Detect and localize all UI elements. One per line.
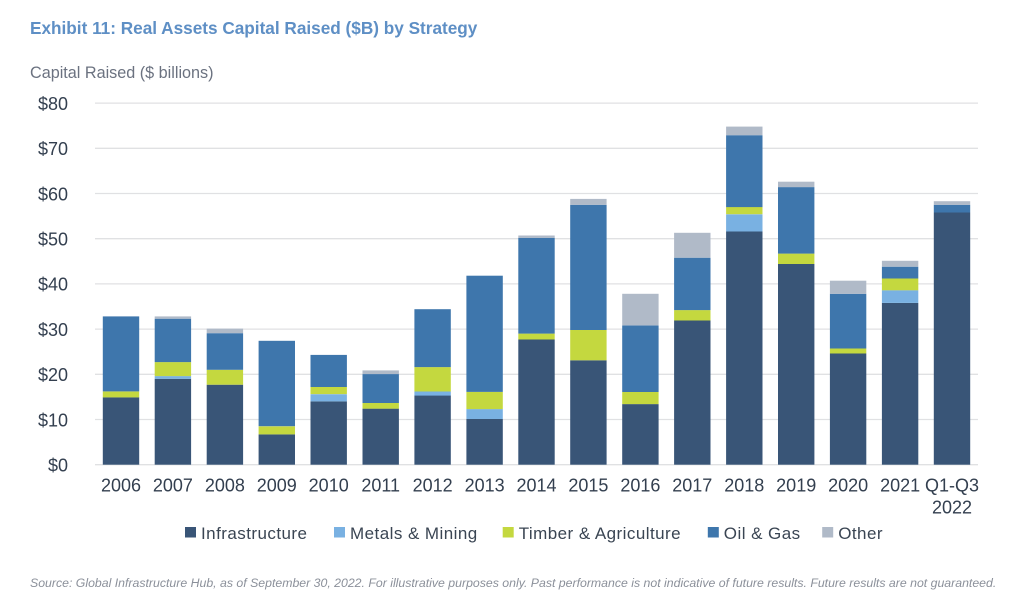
svg-text:2012: 2012 <box>413 476 453 496</box>
svg-text:Other: Other <box>838 524 883 543</box>
svg-text:$10: $10 <box>38 410 68 430</box>
svg-text:2018: 2018 <box>724 476 764 496</box>
svg-text:2011: 2011 <box>361 476 400 496</box>
svg-text:2019: 2019 <box>776 476 816 496</box>
svg-text:$70: $70 <box>38 139 68 159</box>
svg-text:Q1-Q3: Q1-Q3 <box>925 476 979 496</box>
svg-text:2022: 2022 <box>932 498 972 518</box>
svg-text:Metals & Mining: Metals & Mining <box>350 524 478 543</box>
svg-text:2014: 2014 <box>516 476 556 496</box>
svg-text:2021: 2021 <box>880 476 920 496</box>
svg-text:2015: 2015 <box>568 476 608 496</box>
svg-text:Oil & Gas: Oil & Gas <box>724 524 801 543</box>
svg-text:Timber & Agriculture: Timber & Agriculture <box>519 524 681 543</box>
svg-text:2010: 2010 <box>309 476 349 496</box>
svg-text:2020: 2020 <box>828 476 868 496</box>
svg-text:$20: $20 <box>38 365 68 385</box>
svg-text:$30: $30 <box>38 320 68 340</box>
svg-text:Infrastructure: Infrastructure <box>201 524 307 543</box>
svg-text:$50: $50 <box>38 230 68 250</box>
svg-text:$80: $80 <box>38 94 68 114</box>
svg-text:2007: 2007 <box>153 476 193 496</box>
svg-text:2013: 2013 <box>465 476 505 496</box>
svg-text:2017: 2017 <box>672 476 712 496</box>
svg-text:2008: 2008 <box>205 476 245 496</box>
svg-text:2006: 2006 <box>101 476 141 496</box>
svg-text:$40: $40 <box>38 275 68 295</box>
svg-text:2009: 2009 <box>257 476 297 496</box>
svg-text:$60: $60 <box>38 184 68 204</box>
svg-text:$0: $0 <box>48 456 68 476</box>
svg-text:2016: 2016 <box>620 476 660 496</box>
